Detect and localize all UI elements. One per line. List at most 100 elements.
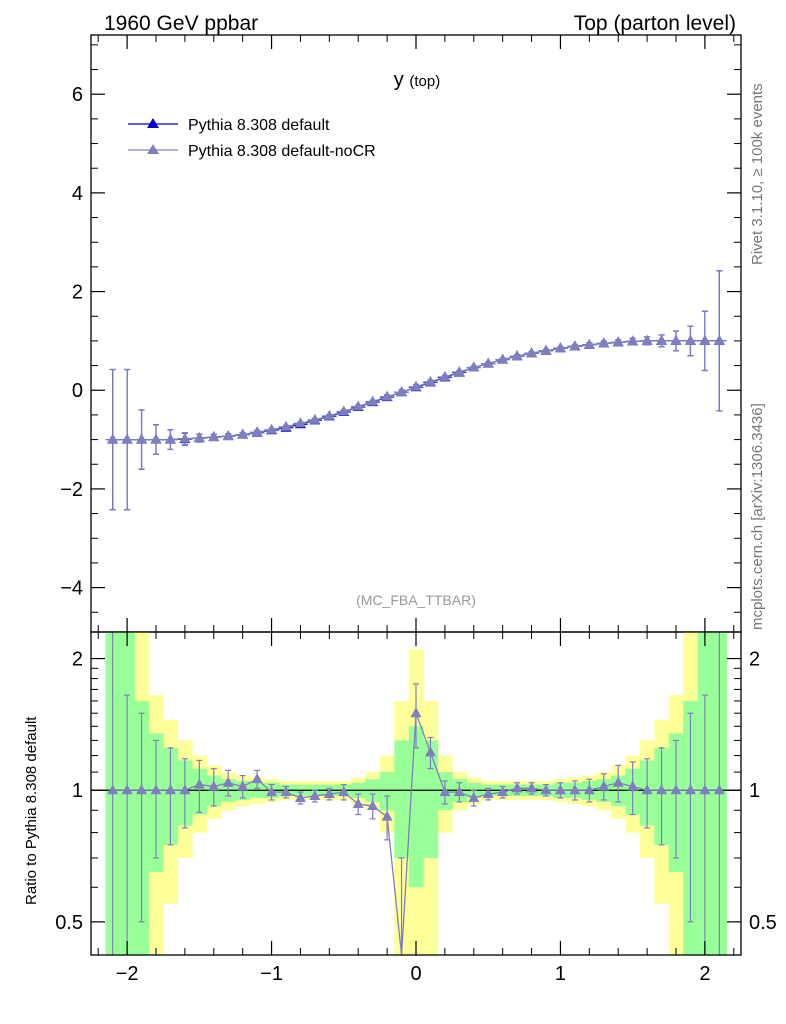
main-nocr-point (107, 433, 119, 444)
ratio-nocr-point (569, 784, 581, 795)
main-panel: −4 −2 0 2 4 6 y (top) (MC_FBA_TTBAR) Pythia 8… (60, 34, 742, 633)
ratio-ytick-label: 2 (72, 649, 83, 671)
main-ytick-label: 0 (72, 380, 83, 402)
ratio-nocr-point (453, 786, 465, 797)
main-nocr-point (266, 423, 278, 434)
main-nocr-point (511, 350, 523, 361)
ratio-nocr-point (468, 791, 480, 802)
main-nocr-point (439, 370, 451, 381)
main-nocr-point (468, 361, 480, 372)
main-nocr-point (208, 431, 220, 442)
xtick-label: 2 (699, 963, 710, 985)
ratio-nocr-point (554, 784, 566, 795)
ratio-band-green (423, 740, 439, 858)
ratio-nocr-point (121, 784, 133, 795)
ratio-nocr-point (439, 786, 451, 797)
main-nocr-point (598, 337, 610, 348)
ratio-nocr-point (280, 786, 292, 797)
legend-entry-nocr: Pythia 8.308 default-noCR (128, 143, 376, 160)
ratio-ytick-label: 0.5 (55, 912, 83, 934)
main-nocr-point (396, 386, 408, 397)
ratio-nocr-point (309, 790, 321, 801)
main-ytick-label: 6 (72, 84, 83, 106)
ratio-nocr-point (294, 791, 306, 802)
ratio-nocr-point (367, 800, 379, 811)
ratio-band-green (379, 772, 395, 811)
ratio-nocr-point (410, 707, 422, 718)
main-nocr-point (381, 390, 393, 401)
main-nocr-point (670, 334, 682, 345)
main-nocr-point (150, 433, 162, 444)
ratio-nocr-point (641, 784, 653, 795)
main-nocr-point (583, 338, 595, 349)
main-nocr-point (251, 426, 263, 437)
ratio-nocr-point (424, 746, 436, 757)
main-ytick-label: 2 (72, 282, 83, 304)
ratio-nocr-point (540, 784, 552, 795)
main-nocr-point (352, 400, 364, 411)
ratio-nocr-point (179, 784, 191, 795)
ratio-nocr-point (699, 784, 711, 795)
ratio-nocr-point (164, 784, 176, 795)
main-nocr-point (453, 365, 465, 376)
ratio-nocr-point (583, 784, 595, 795)
ratio-nocr-point (482, 788, 494, 799)
ratio-nocr-point (381, 810, 393, 821)
ratio-ylabel: Ratio to Pythia 8.308 default (23, 716, 40, 905)
main-nocr-point (136, 433, 148, 444)
plot-label-main: y (394, 69, 404, 91)
main-nocr-point (294, 417, 306, 428)
main-nocr-point (309, 413, 321, 424)
xtick-label: −1 (260, 963, 283, 985)
right-title: Top (parton level) (574, 12, 736, 35)
ratio-nocr-point (136, 784, 148, 795)
main-nocr-point (482, 357, 494, 368)
main-nocr-point (121, 433, 133, 444)
main-nocr-point (540, 344, 552, 355)
main-nocr-point (656, 334, 668, 345)
main-nocr-point (367, 395, 379, 406)
watermark: (MC_FBA_TTBAR) (356, 592, 476, 608)
ratio-ytick-label-right: 1 (749, 780, 760, 802)
ratio-nocr-point (598, 780, 610, 791)
ratio-nocr-point (656, 784, 668, 795)
main-nocr-point (164, 433, 176, 444)
ratio-nocr-point (237, 780, 249, 791)
main-nocr-point (424, 375, 436, 386)
ratio-nocr-point (208, 780, 220, 791)
ratio-nocr-point (193, 778, 205, 789)
main-nocr-point (526, 347, 538, 358)
rivet-label: Rivet 3.1.10, ≥ 100k events (749, 83, 766, 265)
legend: Pythia 8.308 default Pythia 8.308 defaul… (128, 117, 376, 160)
legend-label-default: Pythia 8.308 default (188, 117, 330, 134)
main-nocr-point (569, 340, 581, 351)
ratio-ytick-label-right: 0.5 (749, 912, 777, 934)
ratio-nocr-point (107, 784, 119, 795)
main-nocr-point (713, 334, 725, 345)
ratio-panel: 0.5 0.5 1 1 2 2 −2 −1 0 1 2 (55, 35, 777, 985)
main-nocr-point (338, 405, 350, 416)
ratio-nocr-point (684, 784, 696, 795)
ratio-nocr-point (713, 784, 725, 795)
main-nocr-point (554, 342, 566, 353)
xtick-label: 0 (410, 963, 421, 985)
ratio-nocr-point (352, 797, 364, 808)
ratio-nocr-point (266, 786, 278, 797)
xtick-label: 1 (555, 963, 566, 985)
legend-label-nocr: Pythia 8.308 default-noCR (188, 143, 376, 160)
ratio-nocr-point (251, 773, 263, 784)
legend-entry-default: Pythia 8.308 default (128, 117, 330, 134)
ratio-ytick-label: 1 (72, 780, 83, 802)
main-nocr-point (280, 420, 292, 431)
ratio-nocr-point (323, 788, 335, 799)
main-nocr-point (222, 430, 234, 441)
mcplots-label: mcplots.cern.ch [arXiv:1306.3436] (749, 403, 766, 630)
left-title: 1960 GeV ppbar (104, 12, 258, 35)
ratio-band-green (394, 740, 410, 858)
main-nocr-point (684, 334, 696, 345)
ratio-nocr-point (338, 786, 350, 797)
xtick-label: −2 (116, 963, 139, 985)
main-nocr-point (410, 380, 422, 391)
plot-label-sub: (top) (409, 73, 440, 90)
